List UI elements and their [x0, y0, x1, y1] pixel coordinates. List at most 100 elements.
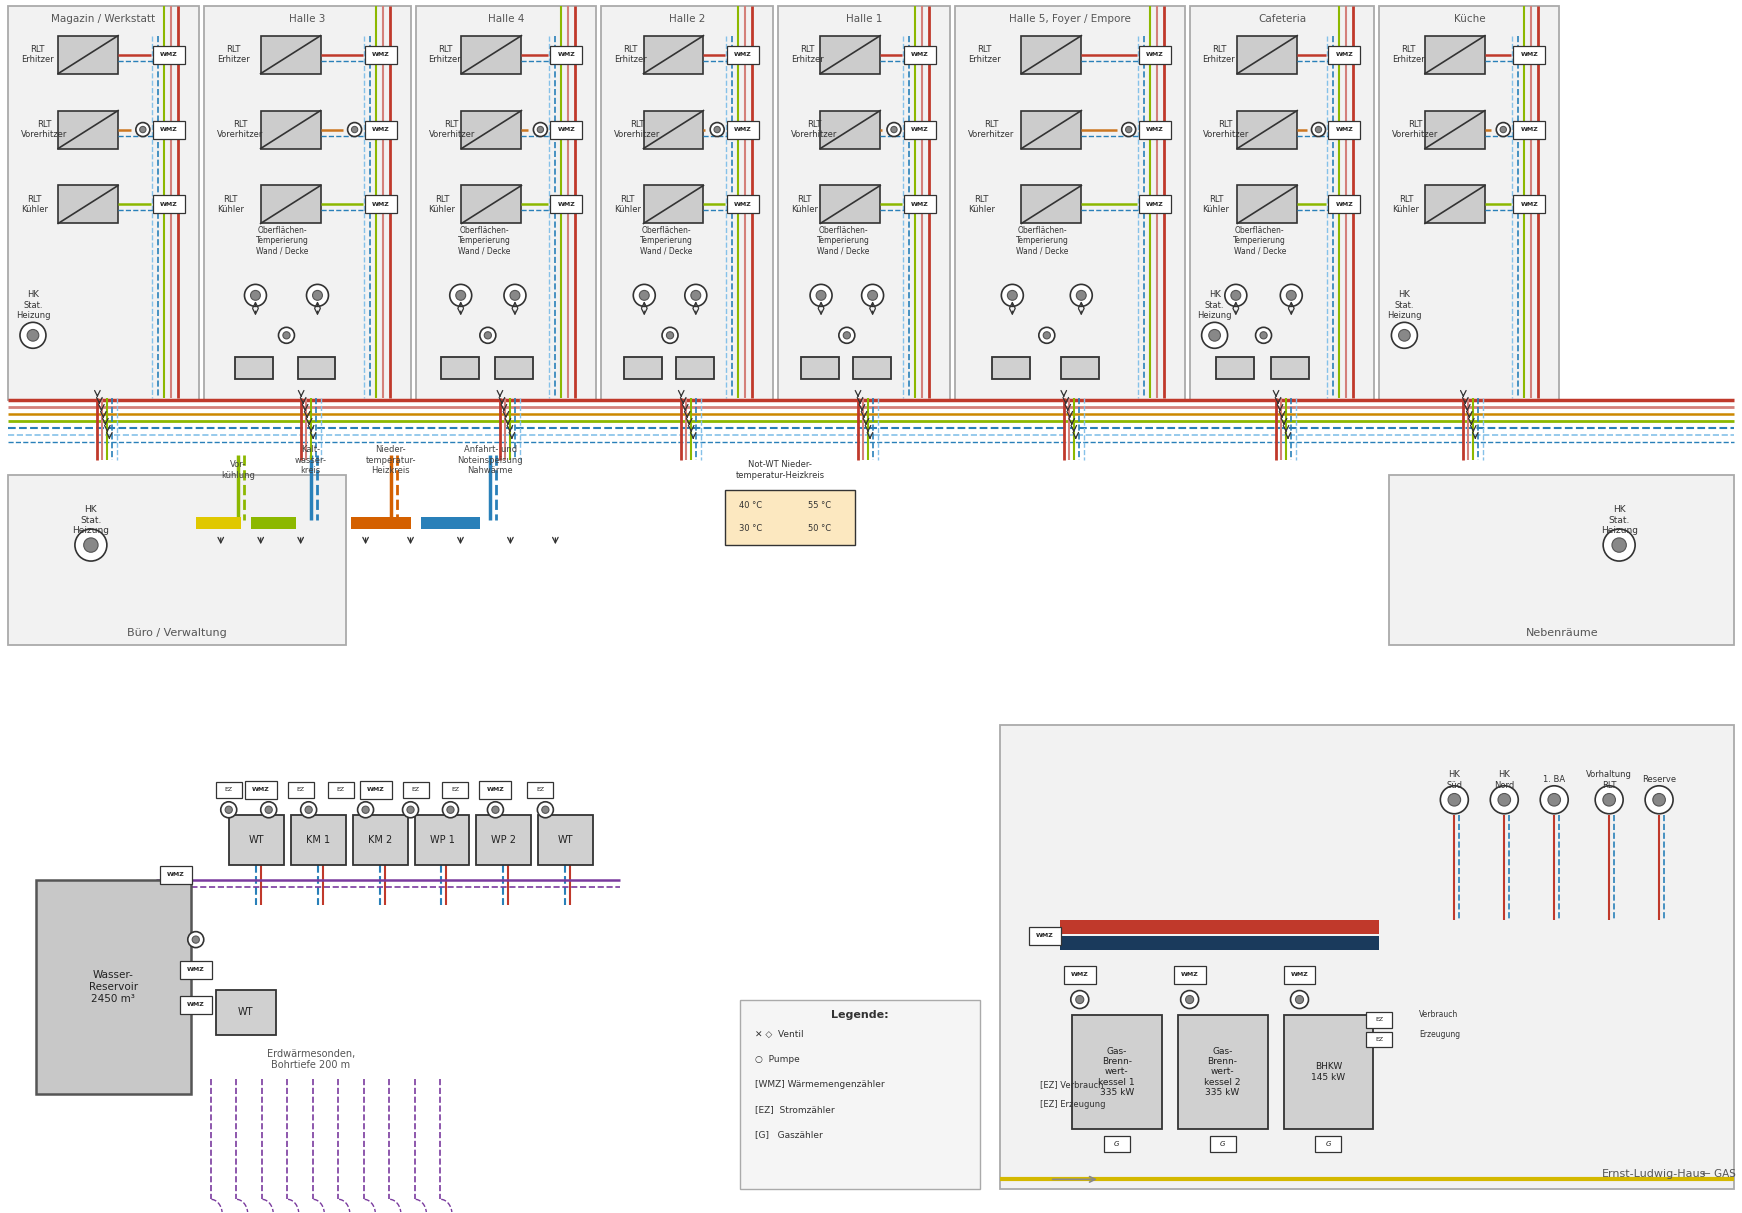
- Text: Oberflächen-
Temperierung
Wand / Decke: Oberflächen- Temperierung Wand / Decke: [256, 226, 308, 255]
- Circle shape: [639, 290, 650, 301]
- Bar: [801, 358, 840, 380]
- Bar: [1425, 186, 1484, 223]
- Circle shape: [1498, 793, 1510, 807]
- Bar: [955, 6, 1185, 400]
- Bar: [235, 358, 273, 380]
- Bar: [359, 781, 392, 799]
- Text: RLT
Vorerhitzer: RLT Vorerhitzer: [216, 120, 263, 139]
- Text: Erdwärmesonden,
Bohrtiefe 200 m: Erdwärmesonden, Bohrtiefe 200 m: [267, 1049, 355, 1070]
- Text: RLT
Erhitzer: RLT Erhitzer: [429, 45, 462, 64]
- Bar: [1178, 1014, 1268, 1129]
- Circle shape: [188, 932, 204, 947]
- Circle shape: [662, 328, 678, 343]
- Text: Küche: Küche: [1453, 13, 1486, 24]
- Bar: [216, 990, 275, 1035]
- Circle shape: [815, 290, 826, 301]
- Text: WMZ: WMZ: [735, 52, 753, 57]
- Bar: [1315, 1137, 1341, 1152]
- Text: [G]   Gaszähler: [G] Gaszähler: [754, 1129, 822, 1139]
- Text: Büro / Verwaltung: Büro / Verwaltung: [127, 628, 226, 638]
- Circle shape: [840, 328, 855, 343]
- Bar: [676, 358, 714, 380]
- Text: WMZ: WMZ: [1146, 127, 1164, 132]
- Text: WMZ: WMZ: [735, 201, 753, 207]
- Text: G: G: [1115, 1141, 1120, 1147]
- Bar: [1174, 966, 1205, 984]
- Bar: [1139, 120, 1171, 138]
- Circle shape: [1125, 126, 1132, 132]
- Bar: [528, 782, 554, 798]
- Text: Halle 5, Foyer / Empore: Halle 5, Foyer / Empore: [1009, 13, 1131, 24]
- Bar: [1425, 110, 1484, 148]
- Bar: [740, 1000, 981, 1189]
- Bar: [624, 358, 662, 380]
- Text: WMZ: WMZ: [1181, 972, 1198, 978]
- Text: EZ: EZ: [1376, 1016, 1383, 1023]
- Circle shape: [537, 126, 544, 132]
- Text: WMZ: WMZ: [160, 127, 178, 132]
- Circle shape: [1071, 991, 1089, 1008]
- Text: Verbrauch: Verbrauch: [1420, 1010, 1458, 1019]
- Circle shape: [1077, 290, 1087, 301]
- Text: EZ: EZ: [225, 787, 233, 792]
- Text: WMZ: WMZ: [1521, 52, 1538, 57]
- Bar: [1237, 35, 1298, 74]
- Text: WT: WT: [557, 835, 573, 844]
- Text: WMZ: WMZ: [371, 201, 390, 207]
- Bar: [179, 996, 213, 1014]
- Circle shape: [1280, 284, 1303, 307]
- Text: G: G: [1219, 1141, 1225, 1147]
- Text: RLT
Erhitzer: RLT Erhitzer: [791, 45, 824, 64]
- Circle shape: [810, 284, 833, 307]
- Text: WMZ: WMZ: [368, 787, 385, 792]
- Circle shape: [1296, 996, 1303, 1003]
- Circle shape: [1181, 991, 1198, 1008]
- Text: WMZ: WMZ: [1071, 972, 1089, 978]
- Circle shape: [442, 802, 458, 818]
- Bar: [1059, 935, 1380, 950]
- Bar: [726, 120, 760, 138]
- Circle shape: [1286, 290, 1296, 301]
- Bar: [726, 195, 760, 213]
- Circle shape: [348, 123, 362, 137]
- Text: RLT
Vorerhitzer: RLT Vorerhitzer: [21, 120, 68, 139]
- Circle shape: [1232, 290, 1240, 301]
- Text: WMZ: WMZ: [1336, 52, 1354, 57]
- Bar: [462, 186, 521, 223]
- Text: WMZ: WMZ: [160, 201, 178, 207]
- Circle shape: [843, 331, 850, 338]
- Circle shape: [667, 331, 674, 338]
- Circle shape: [305, 807, 312, 814]
- Bar: [9, 475, 345, 645]
- Circle shape: [542, 807, 549, 814]
- Circle shape: [1315, 126, 1322, 132]
- Text: Nebenräume: Nebenräume: [1526, 628, 1597, 638]
- Bar: [153, 120, 185, 138]
- Circle shape: [301, 802, 317, 818]
- Bar: [1139, 195, 1171, 213]
- Bar: [477, 815, 531, 865]
- Circle shape: [537, 802, 554, 818]
- Text: WMZ: WMZ: [1336, 201, 1354, 207]
- Circle shape: [244, 284, 267, 307]
- Circle shape: [711, 123, 725, 137]
- Text: 30 °C: 30 °C: [739, 524, 761, 533]
- Circle shape: [261, 802, 277, 818]
- Circle shape: [139, 126, 146, 132]
- Text: EZ: EZ: [296, 787, 305, 792]
- Bar: [291, 815, 345, 865]
- Circle shape: [362, 807, 369, 814]
- Circle shape: [1291, 991, 1308, 1008]
- Text: HK
Stat.
Heizung: HK Stat. Heizung: [16, 290, 51, 320]
- Bar: [57, 35, 118, 74]
- Text: [EZ] Erzeugung: [EZ] Erzeugung: [1040, 1100, 1106, 1109]
- Text: HK
Stat.
Heizung: HK Stat. Heizung: [1387, 290, 1421, 320]
- Text: Halle 3: Halle 3: [289, 13, 326, 24]
- Circle shape: [887, 123, 901, 137]
- Text: ✕ ◇  Ventil: ✕ ◇ Ventil: [754, 1030, 803, 1040]
- Text: RLT
Erhitzer: RLT Erhitzer: [216, 45, 249, 64]
- Bar: [462, 35, 521, 74]
- Bar: [1000, 725, 1733, 1189]
- Text: Oberflächen-
Temperierung
Wand / Decke: Oberflächen- Temperierung Wand / Decke: [817, 226, 869, 255]
- Text: HK
Stat.
Heizung: HK Stat. Heizung: [1197, 290, 1232, 320]
